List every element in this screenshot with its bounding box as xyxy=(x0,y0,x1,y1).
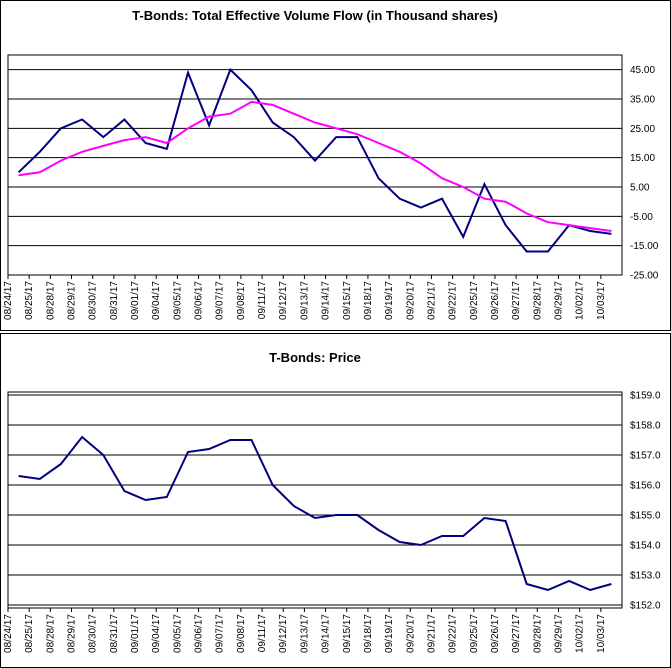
x-tick-label: 08/29/17 xyxy=(67,281,78,320)
x-tick-label: 09/01/17 xyxy=(130,614,141,653)
data-line xyxy=(18,100,612,232)
y-tick-label: $157.0 xyxy=(630,451,661,462)
x-tick-label: 10/02/17 xyxy=(575,614,586,653)
x-tick-label: 09/12/17 xyxy=(278,281,289,320)
x-tick-label: 09/08/17 xyxy=(236,614,247,653)
x-tick-label: 09/21/17 xyxy=(426,281,437,320)
x-tick-label: 09/25/17 xyxy=(469,281,480,320)
x-tick-label: 09/08/17 xyxy=(236,281,247,320)
y-tick-label: -15.00 xyxy=(630,241,659,252)
x-tick-label: 10/03/17 xyxy=(596,281,607,320)
x-tick-label: 09/28/17 xyxy=(532,281,543,320)
panel-border xyxy=(0,0,671,331)
x-tick-label: 09/19/17 xyxy=(384,281,395,320)
x-tick-label: 09/07/17 xyxy=(215,614,226,653)
x-tick-label: 09/05/17 xyxy=(172,281,183,320)
data-line xyxy=(17,67,612,253)
x-tick-label: 08/25/17 xyxy=(24,281,35,320)
y-tick-label: 5.00 xyxy=(630,183,650,194)
x-tick-label: 10/02/17 xyxy=(575,281,586,320)
y-tick-label: $153.0 xyxy=(630,571,661,582)
x-tick-label: 09/19/17 xyxy=(384,614,395,653)
x-tick-label: 10/03/17 xyxy=(596,614,607,653)
x-tick-label: 09/27/17 xyxy=(511,281,522,320)
y-tick-label: $159.0 xyxy=(630,391,661,402)
x-tick-label: 09/05/17 xyxy=(172,614,183,653)
x-tick-label: 09/14/17 xyxy=(321,614,332,653)
panel-border xyxy=(0,333,671,668)
x-tick-label: 09/11/17 xyxy=(257,281,268,320)
x-tick-label: 09/07/17 xyxy=(215,281,226,320)
x-tick-label: 09/26/17 xyxy=(490,614,501,653)
y-tick-label: -5.00 xyxy=(630,212,653,223)
x-tick-label: 09/18/17 xyxy=(363,281,374,320)
x-tick-label: 08/28/17 xyxy=(45,614,56,653)
y-tick-label: 45.00 xyxy=(630,65,655,76)
plot-area xyxy=(7,391,623,609)
x-tick-label: 09/11/17 xyxy=(257,614,268,653)
chart-title: T-Bonds: Total Effective Volume Flow (in… xyxy=(132,8,498,23)
x-tick-label: 09/18/17 xyxy=(363,614,374,653)
x-tick-label: 09/04/17 xyxy=(151,281,162,320)
x-tick-label: 09/26/17 xyxy=(490,281,501,320)
x-tick-label: 08/24/17 xyxy=(3,614,14,653)
x-tick-label: 09/20/17 xyxy=(405,281,416,320)
y-tick-label: $158.0 xyxy=(630,421,661,432)
chart-title: T-Bonds: Price xyxy=(269,350,361,365)
x-tick-label: 09/29/17 xyxy=(553,281,564,320)
x-tick-label: 08/30/17 xyxy=(88,281,99,320)
x-tick-label: 09/12/17 xyxy=(278,614,289,653)
data-line xyxy=(18,435,612,592)
y-tick-label: -25.00 xyxy=(630,271,659,282)
x-tick-label: 09/22/17 xyxy=(448,281,459,320)
x-tick-label: 09/13/17 xyxy=(299,281,310,320)
x-tick-label: 08/29/17 xyxy=(67,614,78,653)
x-tick-label: 09/15/17 xyxy=(342,281,353,320)
x-tick-label: 09/20/17 xyxy=(405,614,416,653)
x-tick-label: 08/31/17 xyxy=(109,614,120,653)
x-tick-label: 08/24/17 xyxy=(3,281,14,320)
x-tick-label: 08/31/17 xyxy=(109,281,120,320)
x-tick-label: 08/25/17 xyxy=(24,614,35,653)
x-tick-label: 09/13/17 xyxy=(299,614,310,653)
x-tick-label: 09/25/17 xyxy=(469,614,480,653)
x-tick-label: 09/04/17 xyxy=(151,614,162,653)
y-tick-label: $152.0 xyxy=(630,601,661,612)
x-tick-label: 09/06/17 xyxy=(194,614,205,653)
y-tick-label: $155.0 xyxy=(630,511,661,522)
y-tick-label: 15.00 xyxy=(630,153,655,164)
x-tick-label: 09/27/17 xyxy=(511,614,522,653)
x-tick-label: 09/01/17 xyxy=(130,281,141,320)
x-tick-label: 09/22/17 xyxy=(448,614,459,653)
y-tick-label: 25.00 xyxy=(630,124,655,135)
x-tick-label: 09/06/17 xyxy=(194,281,205,320)
x-tick-label: 09/14/17 xyxy=(321,281,332,320)
y-tick-label: $156.0 xyxy=(630,481,661,492)
x-tick-label: 09/29/17 xyxy=(553,614,564,653)
x-tick-label: 09/15/17 xyxy=(342,614,353,653)
x-tick-label: 08/30/17 xyxy=(88,614,99,653)
y-tick-label: 35.00 xyxy=(630,95,655,106)
x-tick-label: 08/28/17 xyxy=(45,281,56,320)
y-tick-label: $154.0 xyxy=(630,541,661,552)
x-tick-label: 09/28/17 xyxy=(532,614,543,653)
x-tick-label: 09/21/17 xyxy=(426,614,437,653)
